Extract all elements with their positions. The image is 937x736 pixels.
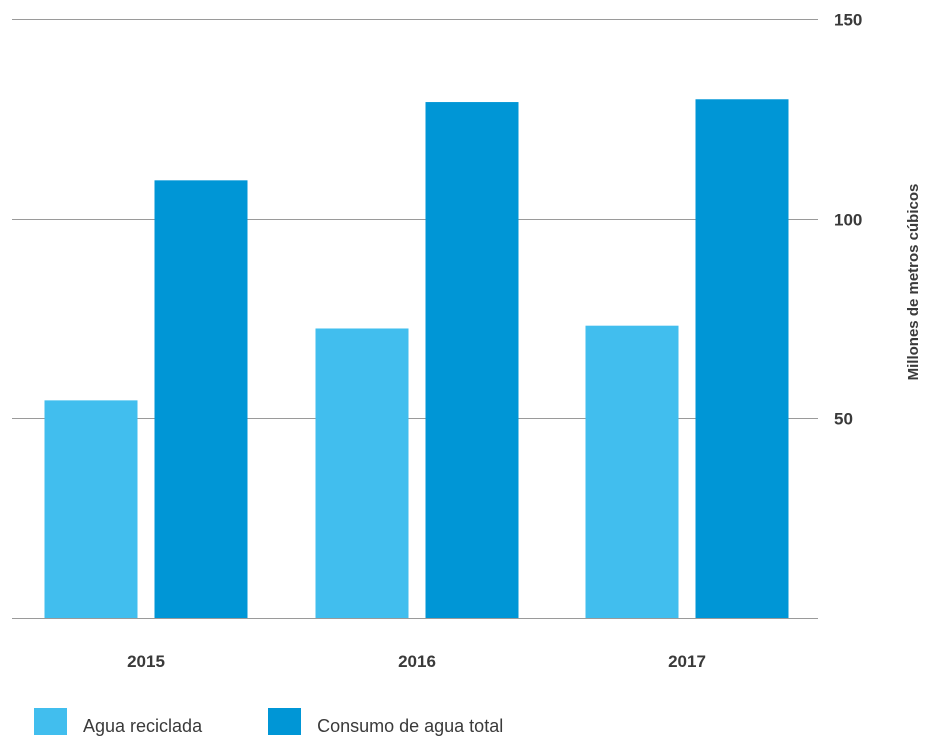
x-tick-label-2017: 2017 xyxy=(668,652,706,671)
legend-label-consumo-de-agua-total: Consumo de agua total xyxy=(317,716,504,736)
gridlines xyxy=(12,19,818,619)
y-tick-label-50: 50 xyxy=(834,410,853,429)
bar-consumo-de-agua-total-2017 xyxy=(695,99,789,619)
legend-item-consumo-de-agua-total: Consumo de agua total xyxy=(268,708,503,735)
bar-consumo-de-agua-total-2016 xyxy=(425,102,519,618)
y-tick-label-150: 150 xyxy=(834,11,862,30)
legend-label-agua-reciclada: Agua reciclada xyxy=(83,716,203,736)
y-tick-label-100: 100 xyxy=(834,211,862,230)
y-tick-labels: 50 100 150 xyxy=(834,11,862,429)
legend-swatch-agua-reciclada xyxy=(34,708,67,735)
bar-consumo-de-agua-total-2015 xyxy=(154,180,248,618)
bars xyxy=(44,99,789,619)
bar-agua-reciclada-2015 xyxy=(44,400,138,618)
bar-agua-reciclada-2017 xyxy=(585,325,679,618)
x-tick-label-2015: 2015 xyxy=(127,652,165,671)
y-axis-title: Millones de metros cúbicos xyxy=(905,184,922,381)
bar-agua-reciclada-2016 xyxy=(315,328,409,618)
legend-swatch-consumo-de-agua-total xyxy=(268,708,302,735)
x-tick-labels: 2015 2016 2017 xyxy=(127,652,706,671)
legend: Agua reciclada Consumo de agua total xyxy=(34,708,569,735)
legend-item-agua-reciclada: Agua reciclada xyxy=(34,708,202,735)
x-tick-label-2016: 2016 xyxy=(398,652,436,671)
